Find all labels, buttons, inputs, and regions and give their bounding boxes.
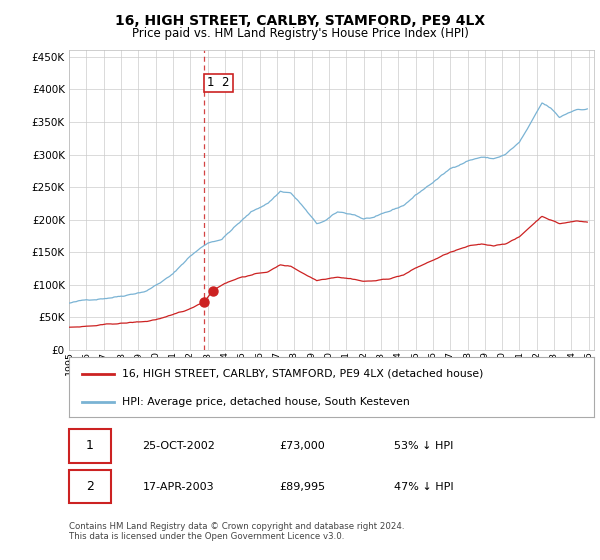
Text: 25-OCT-2002: 25-OCT-2002 [143, 441, 215, 451]
Text: 1  2: 1 2 [207, 77, 230, 90]
Text: HPI: Average price, detached house, South Kesteven: HPI: Average price, detached house, Sout… [121, 397, 409, 407]
Text: 53% ↓ HPI: 53% ↓ HPI [395, 441, 454, 451]
Text: 47% ↓ HPI: 47% ↓ HPI [395, 482, 454, 492]
Text: £73,000: £73,000 [279, 441, 325, 451]
FancyBboxPatch shape [69, 429, 111, 463]
FancyBboxPatch shape [69, 470, 111, 503]
Text: £89,995: £89,995 [279, 482, 325, 492]
Text: 2: 2 [86, 480, 94, 493]
Text: 1: 1 [86, 440, 94, 452]
Text: 16, HIGH STREET, CARLBY, STAMFORD, PE9 4LX (detached house): 16, HIGH STREET, CARLBY, STAMFORD, PE9 4… [121, 368, 483, 379]
Text: 17-APR-2003: 17-APR-2003 [143, 482, 214, 492]
Text: Contains HM Land Registry data © Crown copyright and database right 2024.
This d: Contains HM Land Registry data © Crown c… [69, 522, 404, 542]
Text: 16, HIGH STREET, CARLBY, STAMFORD, PE9 4LX: 16, HIGH STREET, CARLBY, STAMFORD, PE9 4… [115, 14, 485, 28]
Text: Price paid vs. HM Land Registry's House Price Index (HPI): Price paid vs. HM Land Registry's House … [131, 27, 469, 40]
